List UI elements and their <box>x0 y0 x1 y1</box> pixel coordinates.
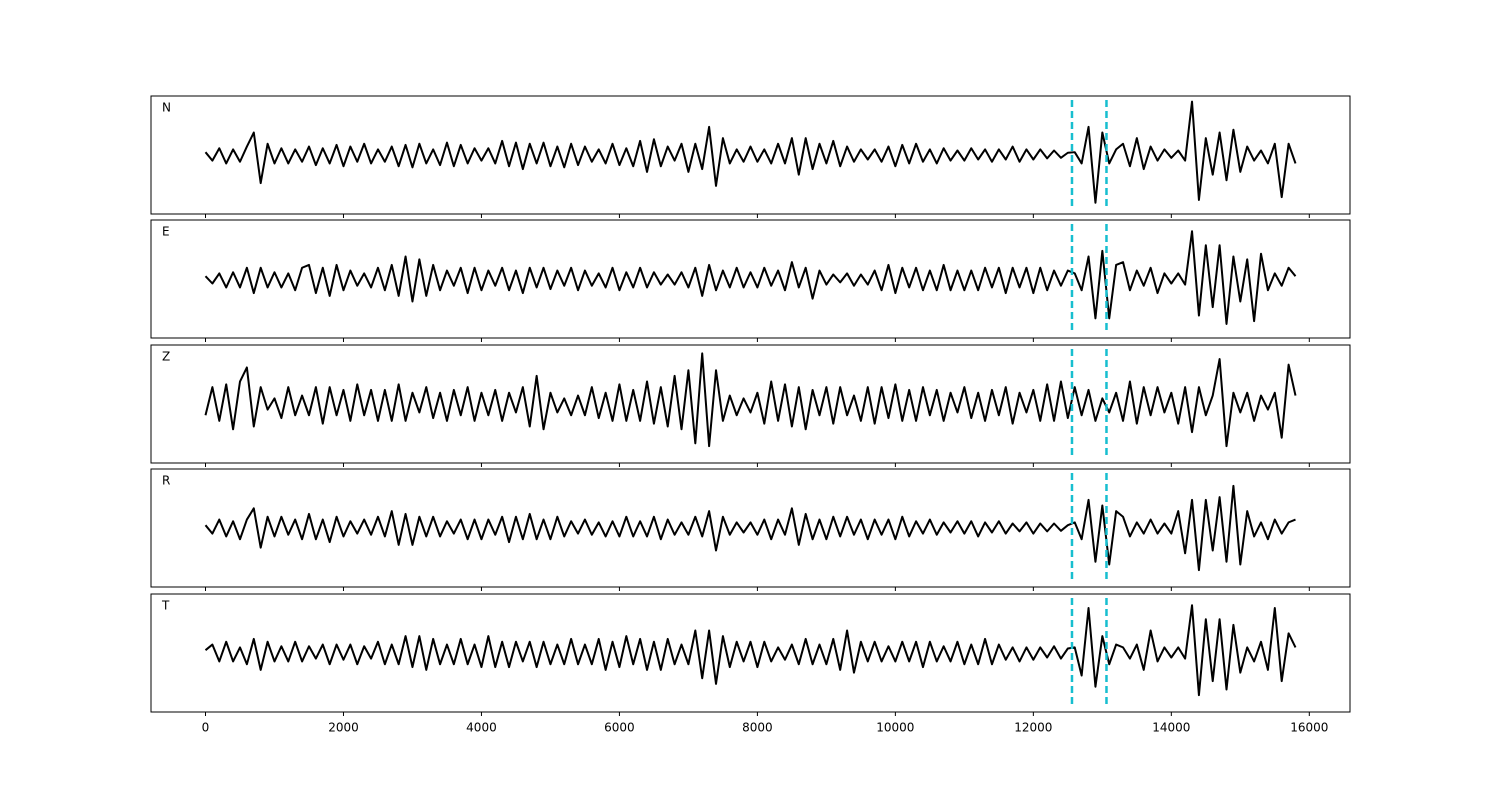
x-tick-label: 0 <box>202 721 210 735</box>
channel-label: E <box>162 225 170 239</box>
x-tick-label: 10000 <box>876 721 914 735</box>
channel-label: N <box>162 101 171 115</box>
x-tick-label: 16000 <box>1290 721 1328 735</box>
axes-frame <box>150 95 1351 215</box>
waveform <box>204 484 1296 572</box>
x-tick-label: 12000 <box>1014 721 1052 735</box>
waveform <box>204 100 1297 204</box>
waveform <box>204 352 1297 448</box>
channel-label: R <box>162 474 170 488</box>
x-tick-label: 2000 <box>328 721 359 735</box>
waveform <box>204 604 1297 697</box>
x-tick-label: 4000 <box>466 721 497 735</box>
x-tick-label: 14000 <box>1152 721 1190 735</box>
axes-frame <box>150 593 1351 713</box>
axes-frame <box>150 219 1351 339</box>
x-tick-label: 8000 <box>742 721 773 735</box>
channel-label: Z <box>162 350 170 364</box>
axes-frame <box>150 344 1351 464</box>
waveform <box>204 230 1297 325</box>
x-tick-label: 6000 <box>604 721 635 735</box>
channel-label: T <box>161 599 170 613</box>
axes-frame <box>150 468 1351 588</box>
